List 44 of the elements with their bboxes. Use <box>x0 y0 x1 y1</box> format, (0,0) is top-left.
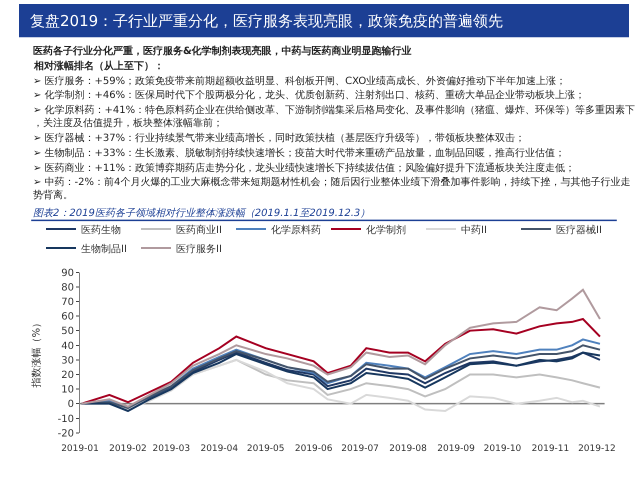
x-tick-label: 2019-09 <box>437 444 476 454</box>
y-tick-label: 90 <box>61 268 74 279</box>
y-tick-label: 20 <box>61 370 74 381</box>
text: ➢ 化学原料药：+41%：特色原料药企业在供给侧改革、下游制剂端集采后格局变化、及事件影响（猪瘟、爆炸、环保等）等多重因素下，关注度及估值提升，板块整体涨幅靠前； <box>33 104 636 129</box>
text: 相对涨幅排名（从上至下）： <box>33 60 164 72</box>
y-tick-label: 80 <box>61 282 74 294</box>
x-tick-label: 2019-11 <box>532 444 570 454</box>
text: ➢ 化学制剂：+46%：医保局时代下个股两极分化，龙头、优质创新药、注射剂出口、核药、重磅大单品企业带动板块上涨； <box>33 89 586 101</box>
chart-title: 复盘2019：子行业严重分化，医疗服务表现亮眼，政策免疫的普遍领先 <box>30 12 504 30</box>
y-tick-label: 10 <box>61 384 74 396</box>
x-tick-label: 2019-07 <box>341 444 379 454</box>
y-tick-label: -20 <box>58 428 74 440</box>
y-tick-label: 30 <box>61 355 74 366</box>
x-tick-label: 2019-03 <box>152 444 190 454</box>
y-tick-label: 60 <box>61 312 74 323</box>
y-tick-label: 0 <box>68 399 74 410</box>
chart-subtitle: 图表2：2019医药各子领域相对行业整体涨跌幅（2019.1.1至2019.12.3） <box>33 207 370 219</box>
y-tick-label: 40 <box>61 340 74 352</box>
y-tick-label: 70 <box>61 296 74 308</box>
text: ➢ 医药商业：+11%：政策博弈期药店走势分化，龙头业绩快速增长下持续拔估值；风险偏好提升下流通板块关注度走低； <box>33 162 576 174</box>
text: ➢ 生物制品：+33%：生长激素、脱敏制剂持续快速增长；疫苗大时代带来重磅产品放量，血制品回暖，推高行业估值； <box>33 147 566 159</box>
y-axis-title: 指数涨幅（%） <box>30 318 43 388</box>
y-tick-label: 50 <box>61 326 74 338</box>
legend-label: 医疗器械II <box>556 224 602 236</box>
legend-label: 医药生物 <box>81 224 121 236</box>
x-tick-label: 2019-04 <box>200 444 238 454</box>
text: ➢ 中药：-2%：前4个月火爆的工业大麻概念带来短期题材性机会；随后因行业整体业绩下滑叠加事件影响，持续下挫，与其他子行业走势背离。 <box>33 176 630 201</box>
legend-label: 中药II <box>461 224 487 236</box>
x-tick-label: 2019-05 <box>246 444 285 454</box>
x-tick-label: 2019-10 <box>484 444 522 454</box>
x-tick-label: 2019-08 <box>389 444 428 454</box>
y-tick-label: -10 <box>58 414 74 425</box>
x-tick-label: 2019-02 <box>109 444 147 454</box>
x-tick-label: 2019-01 <box>61 444 99 454</box>
text: ➢ 医疗服务：+59%；政策免疫带来前期超额收益明显、科创板开闸、CXO业绩高成长、外资偏好推动下半年加速上涨； <box>33 75 566 87</box>
text: ➢ 医疗器械：+37%：行业持续景气带来业绩高增长，同时政策扶植（基层医疗升级等），带领板块整体双击； <box>33 132 526 144</box>
x-tick-label: 2019-12 <box>578 444 616 454</box>
legend-label: 医疗服务II <box>176 242 222 255</box>
legend-label: 生物制品II <box>81 242 127 255</box>
x-tick-label: 2019-06 <box>294 444 333 454</box>
legend-label: 化学制剂 <box>366 224 406 236</box>
text: 医药各子行业分化严重，医疗服务&化学制剂表现亮眼，中药与医药商业明显跑输行业 <box>33 45 412 57</box>
legend-label: 医药商业II <box>176 224 222 236</box>
legend-label: 化学原料药 <box>271 224 321 236</box>
